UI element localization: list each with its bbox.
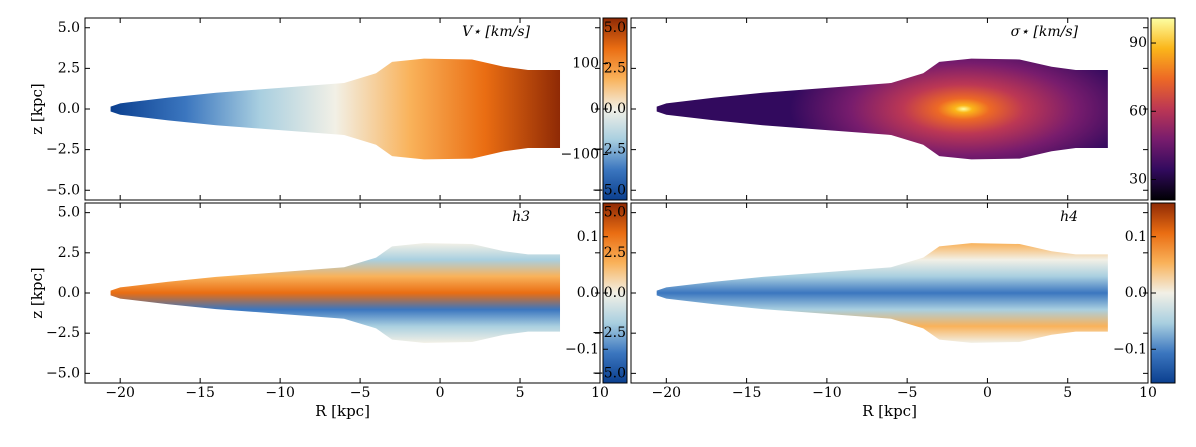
y-tick-label: 0.0 bbox=[58, 101, 80, 117]
colorbar-tick-label: 0.0 bbox=[577, 285, 599, 301]
x-tick-label: 0 bbox=[436, 385, 445, 401]
x-tick-label: −15 bbox=[732, 385, 762, 401]
colorbar-tick-label: 60 bbox=[1129, 103, 1147, 119]
y-axis-label: z [kpc] bbox=[28, 83, 46, 134]
x-tick-label: −5 bbox=[897, 385, 918, 401]
galaxy-map bbox=[656, 58, 1108, 160]
x-tick-label: 0 bbox=[983, 385, 992, 401]
colorbar bbox=[602, 202, 628, 384]
x-axis-label: R [kpc] bbox=[315, 402, 370, 420]
y-tick-label: −5.0 bbox=[46, 365, 80, 381]
panel-label: h3 bbox=[512, 209, 530, 225]
colorbar-tick-label: 0.1 bbox=[1125, 229, 1147, 245]
panel-label: h4 bbox=[1060, 209, 1078, 225]
x-tick-label: −10 bbox=[812, 385, 842, 401]
y-tick-label: 2.5 bbox=[58, 60, 80, 76]
y-tick-label: 0.0 bbox=[58, 285, 80, 301]
y-tick-label: −2.5 bbox=[592, 325, 626, 341]
galaxy-map bbox=[110, 58, 561, 160]
x-axis-label: R [kpc] bbox=[862, 402, 917, 420]
y-tick-label: 2.5 bbox=[604, 60, 626, 76]
y-tick-label: 0.0 bbox=[604, 101, 626, 117]
x-tick-label: 5 bbox=[516, 385, 525, 401]
colorbar-tick-label: 0.0 bbox=[1125, 285, 1147, 301]
y-tick-label: −5.0 bbox=[592, 365, 626, 381]
y-tick-label: −2.5 bbox=[46, 325, 80, 341]
y-tick-label: 2.5 bbox=[604, 245, 626, 261]
colorbar-tick-label: −0.1 bbox=[1113, 341, 1147, 357]
y-tick-label: 5.0 bbox=[604, 20, 626, 36]
x-tick-label: −20 bbox=[652, 385, 682, 401]
colorbar-tick-label: 0 bbox=[590, 101, 599, 117]
colorbar-tick-label: −100 bbox=[561, 147, 599, 163]
colorbar bbox=[1150, 17, 1176, 201]
y-tick-label: −2.5 bbox=[592, 142, 626, 158]
colorbar-tick-label: 90 bbox=[1129, 35, 1147, 51]
x-tick-label: 10 bbox=[591, 385, 609, 401]
panel-label: V⋆ [km/s] bbox=[462, 24, 530, 40]
y-tick-label: 2.5 bbox=[58, 245, 80, 261]
y-tick-label: −5.0 bbox=[46, 182, 80, 198]
y-axis-label: z [kpc] bbox=[28, 267, 46, 318]
y-tick-label: −2.5 bbox=[46, 142, 80, 158]
x-tick-label: −20 bbox=[105, 385, 135, 401]
colorbar-tick-label: 0.1 bbox=[577, 229, 599, 245]
x-tick-label: −10 bbox=[265, 385, 295, 401]
colorbar-tick-label: 100 bbox=[572, 56, 599, 72]
x-tick-label: 10 bbox=[1139, 385, 1157, 401]
y-tick-label: 0.0 bbox=[604, 285, 626, 301]
y-tick-label: −5.0 bbox=[592, 182, 626, 198]
colorbar-tick-label: −0.1 bbox=[565, 341, 599, 357]
y-tick-label: 5.0 bbox=[604, 205, 626, 221]
colorbar-tick-label: 30 bbox=[1129, 172, 1147, 188]
galaxy-map bbox=[656, 243, 1108, 343]
galaxy-map bbox=[110, 243, 561, 343]
y-tick-label: 5.0 bbox=[58, 205, 80, 221]
panel-label: σ⋆ [km/s] bbox=[1011, 24, 1079, 40]
y-tick-label: 5.0 bbox=[58, 20, 80, 36]
x-tick-label: −5 bbox=[350, 385, 371, 401]
x-tick-label: 5 bbox=[1063, 385, 1072, 401]
x-tick-label: −15 bbox=[185, 385, 215, 401]
